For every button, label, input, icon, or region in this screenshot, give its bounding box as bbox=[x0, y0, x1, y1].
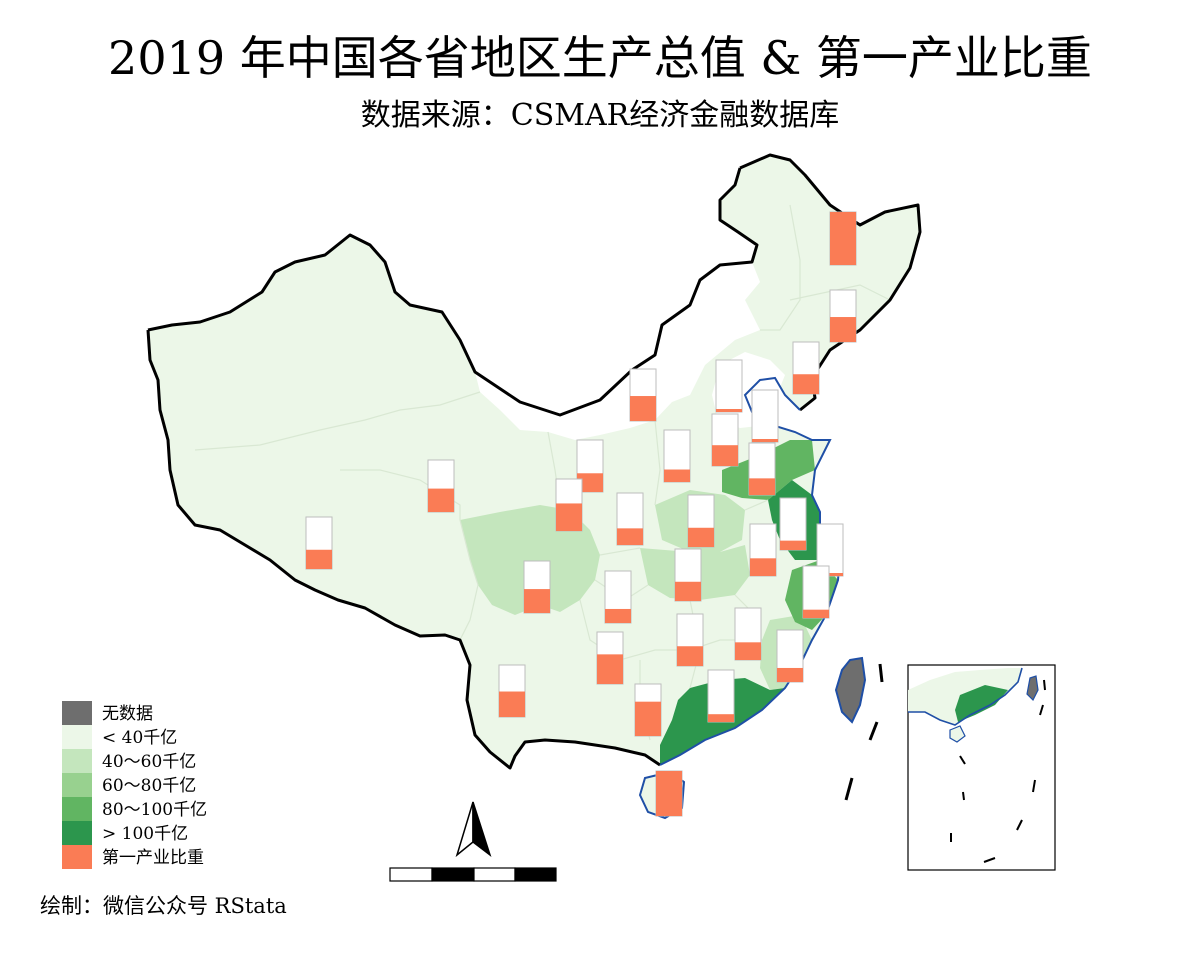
bar-fill bbox=[793, 374, 819, 394]
legend-swatch bbox=[62, 701, 92, 725]
bar-fill bbox=[735, 642, 761, 660]
bar-fill bbox=[664, 469, 690, 482]
south-sea-inset bbox=[907, 664, 1056, 871]
bar-frame bbox=[707, 669, 735, 723]
bar-fill bbox=[577, 473, 603, 492]
bar-fill bbox=[777, 667, 803, 682]
bar-frame bbox=[751, 389, 779, 443]
bar-fill bbox=[499, 691, 525, 717]
legend-swatch bbox=[62, 797, 92, 821]
bar-fill bbox=[712, 445, 738, 466]
bar-fill bbox=[306, 549, 332, 569]
national-border bbox=[146, 153, 922, 770]
legend-swatch bbox=[62, 821, 92, 845]
bar-fill bbox=[817, 573, 843, 576]
map-subtitle: 数据来源：CSMAR经济金融数据库 bbox=[360, 98, 840, 133]
bar-fill bbox=[630, 396, 656, 421]
taiwan-island bbox=[834, 656, 867, 724]
bar-fill bbox=[677, 646, 703, 666]
bar-fill bbox=[524, 589, 550, 613]
north-arrow-icon bbox=[455, 801, 492, 858]
legend-swatch bbox=[62, 845, 92, 869]
bar-frame bbox=[715, 359, 743, 413]
legend: 无数据 < 40千亿 40～60千亿 60～80千亿 80～100千亿 > 100千亿第一… bbox=[62, 701, 207, 869]
bar-fill bbox=[780, 540, 806, 550]
legend-label: 40～60千亿 bbox=[102, 752, 196, 772]
bar-fill bbox=[605, 608, 631, 623]
legend-swatch bbox=[62, 749, 92, 773]
legend-label: > 100千亿 bbox=[102, 824, 188, 844]
legend-label: 80～100千亿 bbox=[102, 800, 207, 820]
bar-fill bbox=[675, 581, 701, 601]
region-sichuan bbox=[460, 505, 600, 615]
bar-fill bbox=[803, 609, 829, 618]
bar-fill bbox=[749, 478, 775, 495]
legend-label: 无数据 bbox=[102, 704, 153, 724]
legend-swatch bbox=[62, 725, 92, 749]
bar-fill bbox=[688, 527, 714, 547]
bar-fill bbox=[708, 714, 734, 722]
bar-fill bbox=[830, 212, 856, 265]
dash-line-segments bbox=[844, 663, 884, 801]
map-title: 2019 年中国各省地区生产总值 & 第一产业比重 bbox=[108, 31, 1092, 85]
scale-bar bbox=[389, 867, 557, 882]
coastline bbox=[659, 376, 842, 766]
bar-fill bbox=[556, 503, 582, 531]
bar-fill bbox=[617, 528, 643, 545]
bar-frame bbox=[802, 565, 830, 619]
bar-fill bbox=[752, 439, 778, 442]
legend-label: 第一产业比重 bbox=[102, 848, 204, 868]
bar-fill bbox=[428, 488, 454, 512]
legend-label: 60～80千亿 bbox=[102, 776, 196, 796]
bar-fill bbox=[750, 558, 776, 576]
bar-fill bbox=[656, 771, 682, 816]
credit-text: 绘制：微信公众号 RStata bbox=[40, 894, 287, 918]
bar-fill bbox=[830, 317, 856, 342]
bar-fill bbox=[597, 654, 623, 684]
bar-fill bbox=[635, 701, 661, 736]
legend-swatch bbox=[62, 773, 92, 797]
bar-glyphs bbox=[305, 211, 857, 817]
legend-label: < 40千亿 bbox=[102, 728, 177, 748]
bar-fill bbox=[716, 409, 742, 412]
